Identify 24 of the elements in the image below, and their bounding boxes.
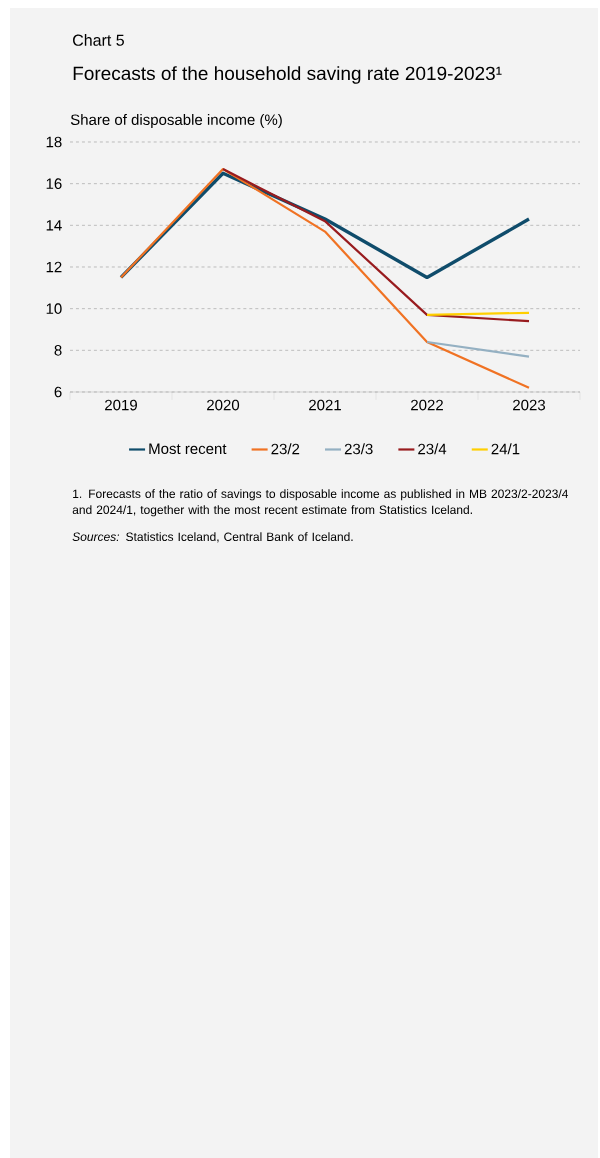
y-tick-label: 18 (46, 136, 62, 148)
y-axis-title: Share of disposable income (%) (70, 113, 282, 128)
line-series (221, 167, 531, 323)
chart-title: Chart 5 (73, 34, 124, 46)
text: 1. Forecasts of the ratio of savings to disposable income as published in MB 2023/2-2023/4 and 2024/1, together with the most recent estimate from Statistics Iceland. (72, 489, 569, 517)
y-tick-label: 8 (54, 345, 62, 356)
x-tick-label: 2020 (207, 399, 240, 411)
line-series (119, 167, 531, 389)
x-tick-label: 2021 (309, 399, 341, 411)
legend-label: Most recent (149, 443, 227, 455)
y-tick-label: 16 (46, 178, 62, 189)
y-tick-label: 14 (46, 220, 62, 231)
x-tick-label: 2022 (411, 399, 443, 411)
chart-subtitle: Forecasts of the household saving rate 2019-2023¹ (73, 66, 502, 84)
y-tick-label: 6 (54, 386, 62, 398)
legend-label: 23/4 (418, 443, 447, 455)
legend-label: 24/1 (491, 443, 520, 455)
text: Sources: Statistics Iceland, Central Bank of Iceland. (72, 532, 353, 543)
y-tick-label: 12 (46, 261, 62, 273)
x-tick-label: 2019 (105, 399, 137, 411)
y-tick-label: 10 (46, 303, 62, 314)
x-tick-label: 2023 (513, 399, 546, 411)
legend-label: 23/2 (271, 443, 300, 455)
legend-label: 23/3 (344, 443, 373, 455)
